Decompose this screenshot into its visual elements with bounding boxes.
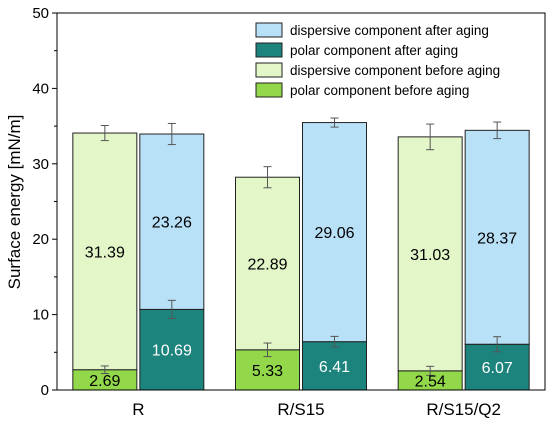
x-tick-label: R xyxy=(132,400,144,419)
data-label-dispersive: 31.39 xyxy=(85,244,125,261)
bars-layer xyxy=(72,117,530,391)
error-bar-dispersive xyxy=(100,124,109,142)
y-tick-label: 50 xyxy=(32,5,49,22)
y-tick-label: 40 xyxy=(32,80,49,97)
data-label-dispersive: 31.03 xyxy=(410,247,450,264)
error-bar-polar xyxy=(493,336,502,353)
data-label-dispersive: 28.37 xyxy=(477,230,517,247)
legend-label: dispersive component after aging xyxy=(290,23,489,38)
data-label-dispersive: 23.26 xyxy=(152,215,192,232)
legend-label: polar component before aging xyxy=(290,83,469,98)
data-label-polar: 2.54 xyxy=(415,373,446,390)
error-bar-dispersive xyxy=(263,166,272,189)
bar-dispersive-before xyxy=(397,136,463,372)
legend-label: dispersive component before aging xyxy=(290,63,500,78)
error-bar-polar xyxy=(426,365,435,376)
axes-layer: R R/S15 R/S15/Q2 0 10 20 30 40 50 xyxy=(32,5,546,419)
y-tick-label: 20 xyxy=(32,231,49,248)
y-tick-label: 30 xyxy=(32,156,49,173)
bar-dispersive-after xyxy=(464,129,530,345)
data-label-polar: 5.33 xyxy=(252,363,283,380)
data-label-polar: 2.69 xyxy=(89,373,120,390)
legend-label: polar component after aging xyxy=(290,43,458,58)
data-label-dispersive: 22.89 xyxy=(247,257,287,274)
legend-swatch xyxy=(255,42,283,58)
data-label-polar: 10.69 xyxy=(152,343,192,360)
error-bar-polar xyxy=(330,335,339,348)
legend-swatch xyxy=(255,82,283,98)
error-bar-polar xyxy=(100,365,109,374)
error-bar-polar xyxy=(263,342,272,358)
legend-swatch xyxy=(255,22,283,38)
error-bar-dispersive xyxy=(167,122,176,146)
x-tick-label: R/S15 xyxy=(277,400,324,419)
error-bar-polar xyxy=(167,299,176,319)
y-tick-label: 0 xyxy=(41,382,49,399)
data-label-polar: 6.07 xyxy=(482,360,513,377)
bar-dispersive-before xyxy=(72,132,138,371)
error-bar-dispersive xyxy=(426,123,435,151)
y-tick-label: 10 xyxy=(32,307,49,324)
y-axis-title: Surface energy [mN/m] xyxy=(5,115,24,290)
data-label-dispersive: 29.06 xyxy=(314,225,354,242)
data-labels-layer: 31.39 2.69 23.26 10.69 22.89 5.33 29.06 6.41 31.… xyxy=(85,215,517,391)
bar-dispersive-after xyxy=(302,122,367,343)
error-bar-dispersive xyxy=(493,121,502,140)
legend: dispersive component after aging polar co… xyxy=(255,22,500,98)
legend-swatch xyxy=(255,62,283,78)
data-label-polar: 6.41 xyxy=(319,359,350,376)
error-bar-dispersive xyxy=(330,117,339,128)
x-tick-label: R/S15/Q2 xyxy=(426,400,501,419)
